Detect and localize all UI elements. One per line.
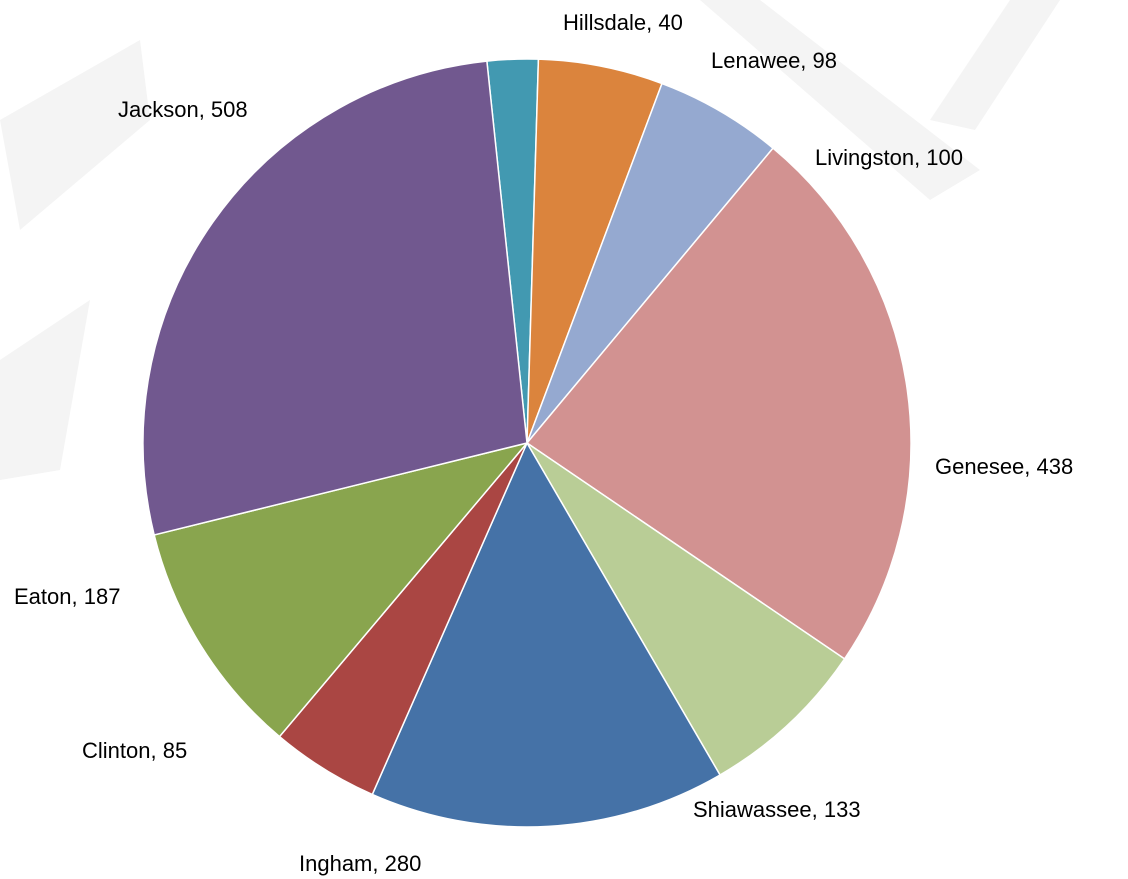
pie-slice-eaton	[153, 441, 530, 738]
data-label-shiawassee: Shiawassee, 133	[693, 797, 861, 822]
data-label-lenawee: Lenawee, 98	[711, 48, 837, 73]
data-label-livingston: Livingston, 100	[815, 145, 963, 170]
watermark-stroke	[930, 0, 1060, 130]
pie-slice-shiawassee	[526, 442, 846, 776]
pie-slice-ingham	[371, 441, 722, 828]
background-watermark	[0, 0, 1060, 480]
pie-slice-genesee	[525, 147, 912, 660]
pie-labels: Hillsdale, 40 Lenawee, 98 Livingston, 100 G…	[14, 10, 1073, 876]
pie-slice-jackson	[142, 60, 528, 536]
watermark-stroke	[700, 0, 980, 200]
pie-slices	[142, 58, 912, 828]
watermark-stroke	[0, 40, 150, 230]
data-label-genesee: Genesee, 438	[935, 454, 1073, 479]
data-label-hillsdale: Hillsdale, 40	[563, 10, 683, 35]
data-label-ingham: Ingham, 280	[299, 851, 421, 876]
data-label-jackson: Jackson, 508	[118, 97, 248, 122]
data-label-eaton: Eaton, 187	[14, 584, 120, 609]
data-label-clinton: Clinton, 85	[82, 738, 187, 763]
watermark-stroke	[0, 300, 90, 480]
